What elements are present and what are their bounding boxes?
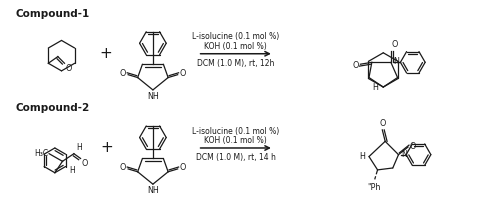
Text: O: O [379, 119, 386, 128]
Text: N: N [393, 57, 398, 66]
Text: Compound-2: Compound-2 [16, 103, 90, 113]
Text: O: O [82, 159, 88, 168]
Text: H: H [76, 143, 82, 152]
Text: L-isolucine (0.1 mol %): L-isolucine (0.1 mol %) [192, 127, 280, 136]
Text: KOH (0.1 mol %): KOH (0.1 mol %) [204, 136, 267, 145]
Text: H: H [360, 152, 365, 161]
Text: L-isolucine (0.1 mol %): L-isolucine (0.1 mol %) [192, 32, 280, 41]
Text: O: O [66, 64, 72, 73]
Text: Compound-1: Compound-1 [16, 9, 90, 19]
Text: O: O [392, 40, 398, 49]
Text: DCM (1.0 M), rt, 14 h: DCM (1.0 M), rt, 14 h [196, 153, 276, 162]
Text: O: O [180, 69, 186, 78]
Text: O: O [352, 61, 358, 70]
Text: KOH (0.1 mol %): KOH (0.1 mol %) [204, 42, 267, 51]
Text: N: N [402, 150, 407, 159]
Text: +: + [101, 140, 114, 155]
Text: O: O [120, 164, 126, 173]
Text: "Ph: "Ph [367, 183, 380, 192]
Text: NH: NH [147, 92, 159, 101]
Text: +: + [99, 46, 112, 61]
Text: H₃C: H₃C [34, 149, 48, 158]
Text: O: O [120, 69, 126, 78]
Text: O: O [180, 164, 186, 173]
Text: H: H [69, 166, 75, 175]
Text: DCM (1.0 M), rt, 12h: DCM (1.0 M), rt, 12h [197, 59, 274, 68]
Text: NH: NH [147, 186, 159, 195]
Text: O: O [410, 142, 416, 151]
Text: H: H [372, 83, 378, 92]
